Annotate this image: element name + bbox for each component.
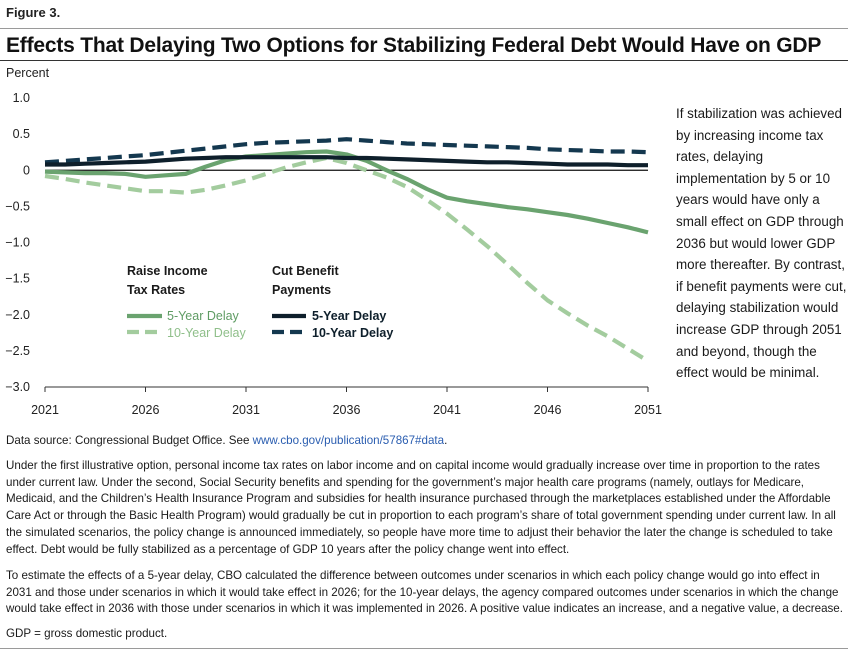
source-prefix: Data source: Congressional Budget Office… xyxy=(6,434,253,447)
x-tick-label: 2031 xyxy=(232,403,260,417)
y-tick-labels: 1.0 0.5 0 −0.5 −1.0 −1.5 −2.0 −2.5 −3.0 xyxy=(5,91,30,394)
x-tick-label: 2041 xyxy=(433,403,461,417)
x-tick-labels: 2021 2026 2031 2036 2041 2046 2051 xyxy=(31,403,662,417)
series-line-1 xyxy=(44,155,650,363)
y-tick-label: −1.5 xyxy=(5,272,30,286)
y-tick-label: −2.0 xyxy=(5,308,30,322)
abbreviation-note: GDP = gross domestic product. xyxy=(6,627,168,640)
x-tick-label: 2021 xyxy=(31,403,59,417)
bottom-rule xyxy=(0,648,848,649)
x-tick-label: 2051 xyxy=(634,403,662,417)
legend-label-benefit-10yr: 10-Year Delay xyxy=(312,326,393,340)
legend-group-title-tax: Raise Income xyxy=(127,264,208,278)
x-tick-label: 2036 xyxy=(333,403,361,417)
data-source-note: Data source: Congressional Budget Office… xyxy=(6,433,844,450)
y-tick-label: 1.0 xyxy=(13,91,30,105)
legend-group-title-benefit-line2: Payments xyxy=(272,283,331,297)
legend: Raise Income Tax Rates Cut Benefit Payme… xyxy=(127,264,393,340)
note-paragraph-1: Under the first illustrative option, per… xyxy=(6,459,836,556)
legend-label-benefit-5yr: 5-Year Delay xyxy=(312,309,386,323)
axis-lines xyxy=(44,169,649,392)
legend-group-title-benefit: Cut Benefit xyxy=(272,264,340,278)
y-tick-label: 0.5 xyxy=(13,127,30,141)
y-axis-label: Percent xyxy=(6,66,50,80)
series-line-2 xyxy=(45,155,648,168)
side-annotation: If stabilization was achieved by increas… xyxy=(676,106,847,381)
y-tick-label: −0.5 xyxy=(5,199,30,213)
figure-label: Figure 3. xyxy=(6,5,61,20)
x-tick-label: 2026 xyxy=(132,403,160,417)
source-suffix: . xyxy=(444,434,448,447)
legend-group-title-tax-line2: Tax Rates xyxy=(127,283,185,297)
y-tick-label: −3.0 xyxy=(5,380,30,394)
x-tick-label: 2046 xyxy=(534,403,562,417)
y-tick-label: −2.5 xyxy=(5,344,30,358)
y-tick-label: −1.0 xyxy=(5,236,30,250)
note-paragraph-2: To estimate the effects of a 5-year dela… xyxy=(6,569,843,616)
source-link[interactable]: www.cbo.gov/publication/57867#data xyxy=(252,434,445,447)
chart-title: Effects That Delaying Two Options for St… xyxy=(6,34,822,57)
y-tick-label: 0 xyxy=(23,163,30,177)
title-rule xyxy=(0,60,848,61)
top-rule xyxy=(0,28,848,29)
series-line-0 xyxy=(44,149,649,235)
series-line-3 xyxy=(44,137,649,165)
legend-label-tax-5yr: 5-Year Delay xyxy=(167,309,240,323)
series-lines xyxy=(44,137,650,363)
legend-label-tax-10yr: 10-Year Delay xyxy=(167,326,247,340)
